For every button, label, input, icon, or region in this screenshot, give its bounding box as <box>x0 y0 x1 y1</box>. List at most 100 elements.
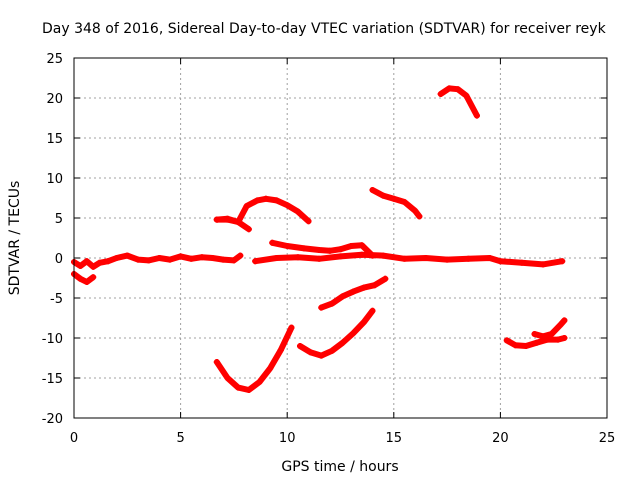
series-sat-j <box>297 307 376 359</box>
data-point <box>473 112 480 119</box>
x-tick-label: 0 <box>70 431 78 446</box>
data-point <box>337 246 344 253</box>
data-point <box>269 239 276 246</box>
data-point <box>230 257 237 264</box>
data-point <box>382 275 389 282</box>
data-point <box>284 243 291 249</box>
data-point <box>105 258 112 265</box>
data-point <box>559 258 566 265</box>
data-point <box>358 251 365 258</box>
data-point <box>416 213 423 220</box>
data-point <box>294 208 301 215</box>
data-point <box>463 92 470 99</box>
data-point <box>267 365 274 372</box>
data-point <box>277 347 284 353</box>
data-point <box>213 216 220 223</box>
y-tick-label: 0 <box>55 252 63 267</box>
data-point <box>401 255 408 262</box>
data-point <box>380 192 387 199</box>
data-point <box>337 253 344 260</box>
y-tick-label: 5 <box>55 212 63 227</box>
data-point <box>554 336 561 343</box>
data-point <box>339 339 346 346</box>
data-point <box>307 349 314 356</box>
data-point <box>533 339 540 346</box>
data-point <box>561 335 568 341</box>
data-point <box>245 226 252 233</box>
data-point <box>301 245 308 252</box>
data-point <box>145 257 152 264</box>
data-point <box>454 86 461 93</box>
data-point <box>318 304 325 311</box>
data-point <box>360 284 367 291</box>
data-point <box>156 255 163 261</box>
data-point <box>83 258 90 265</box>
data-point <box>503 337 510 344</box>
data-point <box>288 324 295 331</box>
y-tick-label: -20 <box>42 412 63 427</box>
data-point <box>235 384 242 391</box>
y-axis-label: SDTVAR / TECUs <box>7 181 23 296</box>
data-point <box>522 343 529 349</box>
data-point <box>273 197 280 204</box>
data-point <box>256 379 263 385</box>
x-tick-label: 25 <box>599 431 616 446</box>
data-point <box>224 375 231 381</box>
data-point <box>486 255 493 261</box>
series-sat-i <box>213 324 295 393</box>
data-point <box>401 199 408 205</box>
data-point <box>369 187 376 193</box>
data-point <box>326 247 333 254</box>
y-tick-label: -10 <box>42 332 63 347</box>
data-point <box>235 219 242 225</box>
data-point <box>328 300 335 307</box>
x-tick-label: 15 <box>386 431 403 446</box>
data-point <box>540 333 547 340</box>
data-point <box>422 255 429 261</box>
data-point <box>557 322 564 329</box>
y-tick-label: 15 <box>46 132 63 147</box>
data-point <box>497 258 504 265</box>
y-tick-label: -15 <box>42 372 63 387</box>
grid <box>74 58 607 418</box>
data-point <box>561 317 568 324</box>
x-axis-label: GPS time / hours <box>281 459 398 475</box>
data-point <box>305 218 312 225</box>
data-point <box>243 203 250 209</box>
data-point <box>548 331 555 337</box>
data-point <box>83 279 90 285</box>
data-point <box>360 319 367 325</box>
data-point <box>166 256 173 263</box>
data-point <box>350 288 357 295</box>
data-point <box>177 253 184 260</box>
data-point <box>213 359 220 365</box>
data-point <box>371 282 378 289</box>
data-point <box>96 259 103 266</box>
data-point <box>318 352 325 359</box>
data-point <box>294 254 301 261</box>
data-point <box>369 307 376 314</box>
x-tick-label: 20 <box>492 431 509 446</box>
data-point <box>237 252 244 259</box>
data-point <box>512 342 519 349</box>
data-point <box>124 252 131 259</box>
chart-title: Day 348 of 2016, Sidereal Day-to-day VTE… <box>42 21 607 37</box>
y-tick-label: 25 <box>46 52 63 67</box>
data-point <box>198 254 205 261</box>
data-point <box>339 293 346 300</box>
data-point <box>77 263 84 269</box>
data-point <box>380 252 387 259</box>
data-point <box>252 258 259 265</box>
data-point <box>465 255 472 262</box>
data-point <box>531 331 538 337</box>
data-point <box>412 207 419 214</box>
y-tick-label: 10 <box>46 172 63 187</box>
data-point <box>540 261 547 268</box>
y-tick-label: -5 <box>50 292 63 307</box>
data-point <box>90 274 97 281</box>
x-tick-label: 10 <box>279 431 296 446</box>
data-point <box>444 256 451 263</box>
data-point <box>262 195 269 202</box>
series-sat-g <box>369 187 423 220</box>
